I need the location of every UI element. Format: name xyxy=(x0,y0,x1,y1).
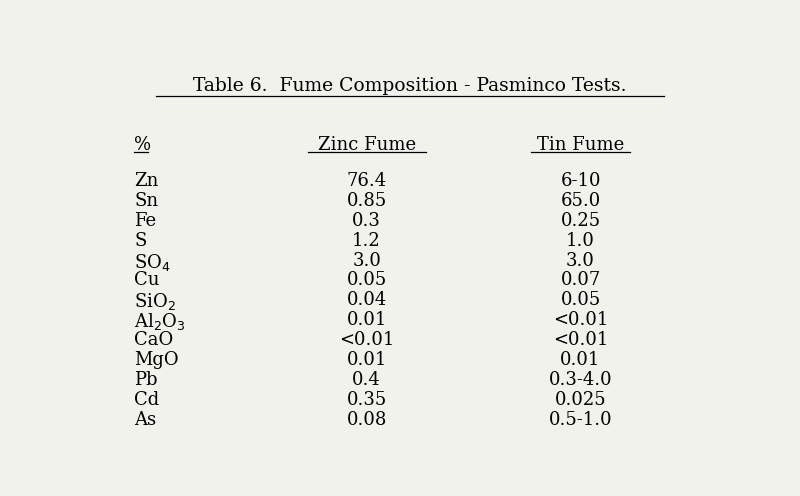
Text: 0.25: 0.25 xyxy=(561,212,601,230)
Text: 0.35: 0.35 xyxy=(346,391,386,409)
Text: 0.3: 0.3 xyxy=(352,212,381,230)
Text: Pb: Pb xyxy=(134,371,158,389)
Text: S: S xyxy=(134,232,146,250)
Text: Zinc Fume: Zinc Fume xyxy=(318,136,416,154)
Text: 0.08: 0.08 xyxy=(346,411,386,429)
Text: 0.05: 0.05 xyxy=(560,291,601,310)
Text: 0.025: 0.025 xyxy=(554,391,606,409)
Text: 1.2: 1.2 xyxy=(352,232,381,250)
Text: 6-10: 6-10 xyxy=(560,172,601,190)
Text: 3.0: 3.0 xyxy=(352,251,381,270)
Text: Tin Fume: Tin Fume xyxy=(537,136,624,154)
Text: 0.85: 0.85 xyxy=(346,192,386,210)
Text: Cd: Cd xyxy=(134,391,159,409)
Text: As: As xyxy=(134,411,156,429)
Text: MgO: MgO xyxy=(134,351,178,369)
Text: <0.01: <0.01 xyxy=(553,331,608,349)
Text: 0.4: 0.4 xyxy=(352,371,381,389)
Text: 0.04: 0.04 xyxy=(346,291,386,310)
Text: 0.3-4.0: 0.3-4.0 xyxy=(549,371,612,389)
Text: CaO: CaO xyxy=(134,331,174,349)
Text: 0.5-1.0: 0.5-1.0 xyxy=(549,411,612,429)
Text: 0.01: 0.01 xyxy=(346,311,386,329)
Text: %: % xyxy=(134,136,151,154)
Text: Fe: Fe xyxy=(134,212,156,230)
Text: Al$_2$O$_3$: Al$_2$O$_3$ xyxy=(134,311,186,332)
Text: SO$_4$: SO$_4$ xyxy=(134,251,170,273)
Text: 3.0: 3.0 xyxy=(566,251,595,270)
Text: SiO$_2$: SiO$_2$ xyxy=(134,291,176,312)
Text: Zn: Zn xyxy=(134,172,158,190)
Text: 0.01: 0.01 xyxy=(560,351,601,369)
Text: 76.4: 76.4 xyxy=(346,172,386,190)
Text: <0.01: <0.01 xyxy=(339,331,394,349)
Text: Table 6.  Fume Composition - Pasminco Tests.: Table 6. Fume Composition - Pasminco Tes… xyxy=(194,77,626,95)
Text: 1.0: 1.0 xyxy=(566,232,595,250)
Text: 0.07: 0.07 xyxy=(560,271,601,290)
Text: 0.05: 0.05 xyxy=(346,271,386,290)
Text: <0.01: <0.01 xyxy=(553,311,608,329)
Text: 0.01: 0.01 xyxy=(346,351,386,369)
Text: Cu: Cu xyxy=(134,271,160,290)
Text: Sn: Sn xyxy=(134,192,158,210)
Text: 65.0: 65.0 xyxy=(560,192,601,210)
